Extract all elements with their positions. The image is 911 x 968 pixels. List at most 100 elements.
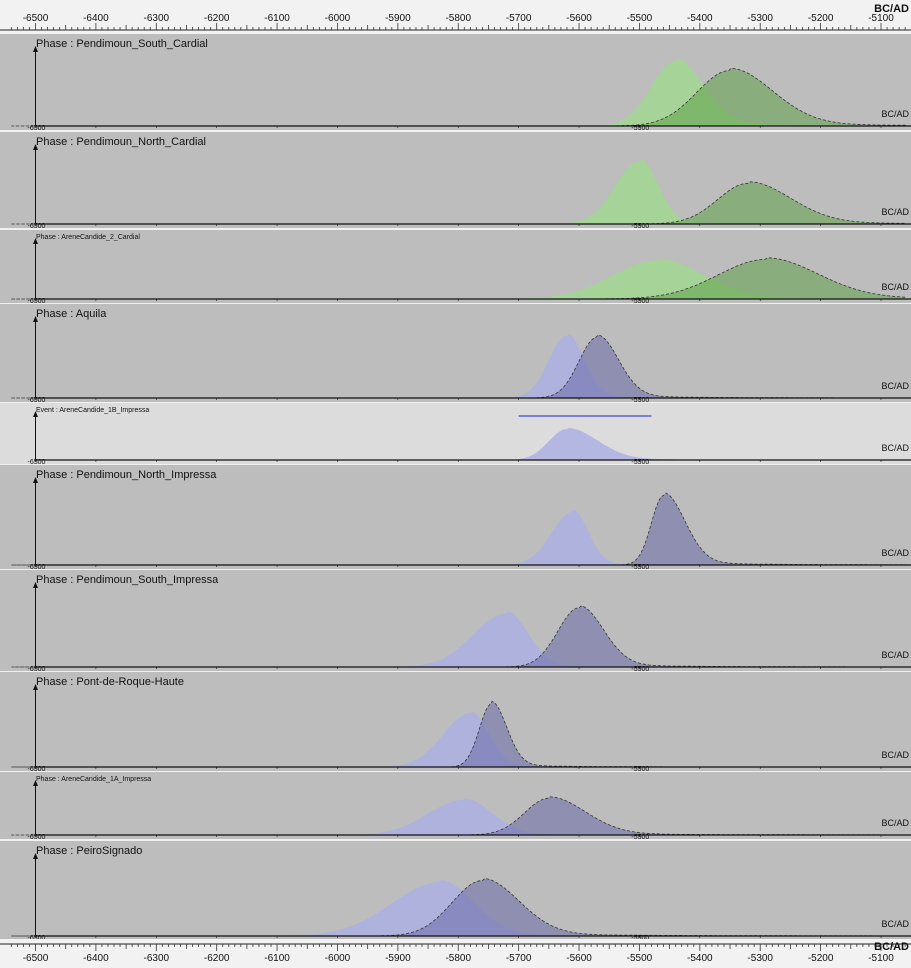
axis-tick-label: -6300 xyxy=(143,953,169,964)
panel-tick-label: -5500 xyxy=(631,766,650,771)
y-axis-arrow xyxy=(33,582,38,588)
axis-tick-label: -5600 xyxy=(566,953,592,964)
posterior-distribution-curve xyxy=(11,67,906,127)
panel-plot xyxy=(11,411,911,462)
panel-axis-unit: BC/AD xyxy=(881,650,909,660)
y-axis-arrow xyxy=(33,144,38,150)
axis-tick-label: -5300 xyxy=(747,953,773,964)
bottom-axis-unit: BC/AD xyxy=(874,941,909,953)
panel-tick-label: -6500 xyxy=(27,766,46,771)
axis-tick-label: -5900 xyxy=(385,13,411,24)
panel-axis-unit: BC/AD xyxy=(881,818,909,828)
panel-title: Phase : AreneCandide_1A_Impressa xyxy=(36,776,152,783)
y-axis-arrow xyxy=(33,684,38,690)
axis-tick-label: -5900 xyxy=(385,953,411,964)
axis-tick-label: -6100 xyxy=(264,13,290,24)
top-axis: -6500 -6400 -6300 -6200 -6100 -6000 -5900 -5800… xyxy=(0,0,911,34)
posterior-distribution-curve xyxy=(11,334,906,399)
panel-plot xyxy=(11,780,911,837)
axis-tick-label: -6400 xyxy=(83,953,109,964)
phase-panel[interactable]: Phase : AreneCandide_2_Cardial -6500 -5500… xyxy=(0,230,911,303)
panel-tick-label: -6500 xyxy=(27,125,46,130)
posterior-distribution-curve xyxy=(11,878,906,937)
panel-tick-label: -6500 xyxy=(27,935,46,940)
panel-tick-label: -6500 xyxy=(27,834,46,839)
panel-tick-label: -6500 xyxy=(27,397,46,402)
axis-tick-label: -5500 xyxy=(627,953,653,964)
y-axis-arrow xyxy=(33,316,38,322)
axis-tick-label: -5700 xyxy=(506,13,532,24)
panel-tick-label: -6500 xyxy=(27,298,46,303)
panel-plot xyxy=(11,316,911,400)
phase-panel[interactable]: Phase : Pendimoun_South_Cardial -6500 -550… xyxy=(0,34,911,130)
phase-panel[interactable]: Phase : Pont-de-Roque-Haute -6500 -5500 BC/… xyxy=(0,672,911,771)
y-axis-arrow xyxy=(33,411,38,417)
panel-tick-label: -5500 xyxy=(631,125,650,130)
panel-tick-label: -5500 xyxy=(631,834,650,839)
panel-axis-unit: BC/AD xyxy=(881,282,909,292)
posterior-distribution-curve xyxy=(11,181,906,225)
panel-tick-label: -6500 xyxy=(27,223,46,228)
prior-distribution-curve xyxy=(11,427,906,460)
y-axis-arrow xyxy=(33,238,38,244)
prior-distribution-curve xyxy=(11,798,906,835)
axis-tick-label: -6400 xyxy=(83,13,109,24)
axis-tick-label: -6100 xyxy=(264,953,290,964)
panel-title: Phase : Pendimoun_South_Cardial xyxy=(36,38,208,50)
axis-tick-label: -5500 xyxy=(627,13,653,24)
phase-panel[interactable]: Phase : PeiroSignado -6500 -5500 BC/AD xyxy=(0,841,911,940)
panel-title: Phase : Pendimoun_North_Impressa xyxy=(36,469,217,481)
panel-axis-unit: BC/AD xyxy=(881,381,909,391)
panel-tick-label: -5500 xyxy=(631,397,650,402)
panel-plot xyxy=(11,853,911,938)
panel-plot xyxy=(11,477,911,567)
panel-axis-unit: BC/AD xyxy=(881,207,909,217)
panel-plot xyxy=(11,684,911,769)
panel-title: Phase : PeiroSignado xyxy=(36,845,143,857)
panel-title: Event : AreneCandide_1B_Impressa xyxy=(36,407,150,414)
phase-panel[interactable]: Event : AreneCandide_1B_Impressa -6500 -55… xyxy=(0,403,911,464)
prior-distribution-curve xyxy=(11,611,906,667)
panel-axis-unit: BC/AD xyxy=(881,109,909,119)
prior-distribution-curve xyxy=(11,333,906,398)
panel-tick-label: -6500 xyxy=(27,564,46,569)
axis-tick-label: -6000 xyxy=(325,13,351,24)
phase-panel[interactable]: Phase : Pendimoun_South_Impressa -6500 -55… xyxy=(0,570,911,671)
panel-title: Phase : Aquila xyxy=(36,308,107,320)
prior-distribution-curve xyxy=(11,711,906,767)
panel-plot xyxy=(11,238,911,301)
panel-title: Phase : Pendimoun_North_Cardial xyxy=(36,136,206,148)
axis-tick-label: -5400 xyxy=(687,13,713,24)
axis-tick-label: -5800 xyxy=(445,13,471,24)
panel-tick-label: -5500 xyxy=(631,459,650,464)
axis-tick-label: -6000 xyxy=(325,953,351,964)
prior-distribution-curve xyxy=(11,509,906,565)
panel-axis-unit: BC/AD xyxy=(881,443,909,453)
panel-tick-label: -5500 xyxy=(631,935,650,940)
panel-axis-unit: BC/AD xyxy=(881,750,909,760)
axis-tick-label: -5300 xyxy=(747,13,773,24)
phase-panel[interactable]: Phase : Aquila -6500 -5500 BC/AD xyxy=(0,304,911,402)
axis-tick-label: -5400 xyxy=(687,953,713,964)
panel-tick-label: -5500 xyxy=(631,564,650,569)
axis-tick-label: -5700 xyxy=(506,953,532,964)
y-axis-arrow xyxy=(33,780,38,786)
panel-tick-label: -5500 xyxy=(631,298,650,303)
posterior-distribution-curve xyxy=(11,257,906,300)
panel-tick-label: -6500 xyxy=(27,666,46,671)
panel-tick-label: -5500 xyxy=(631,666,650,671)
panel-plot xyxy=(11,46,911,128)
phase-panel[interactable]: Phase : Pendimoun_North_Cardial -6500 -550… xyxy=(0,132,911,228)
posterior-distribution-curve xyxy=(11,492,906,566)
panel-axis-unit: BC/AD xyxy=(881,548,909,558)
phase-panel[interactable]: Phase : AreneCandide_1A_Impressa -6500 -55… xyxy=(0,772,911,839)
panel-axis-unit: BC/AD xyxy=(881,919,909,929)
axis-tick-label: -5600 xyxy=(566,13,592,24)
phase-panel[interactable]: Phase : Pendimoun_North_Impressa -6500 -55… xyxy=(0,465,911,569)
panel-title: Phase : AreneCandide_2_Cardial xyxy=(36,234,140,241)
panel-tick-label: -6500 xyxy=(27,459,46,464)
panel-tick-label: -5500 xyxy=(631,223,650,228)
y-axis-arrow xyxy=(33,477,38,483)
panel-plot xyxy=(11,144,911,226)
axis-tick-label: -6500 xyxy=(23,953,49,964)
